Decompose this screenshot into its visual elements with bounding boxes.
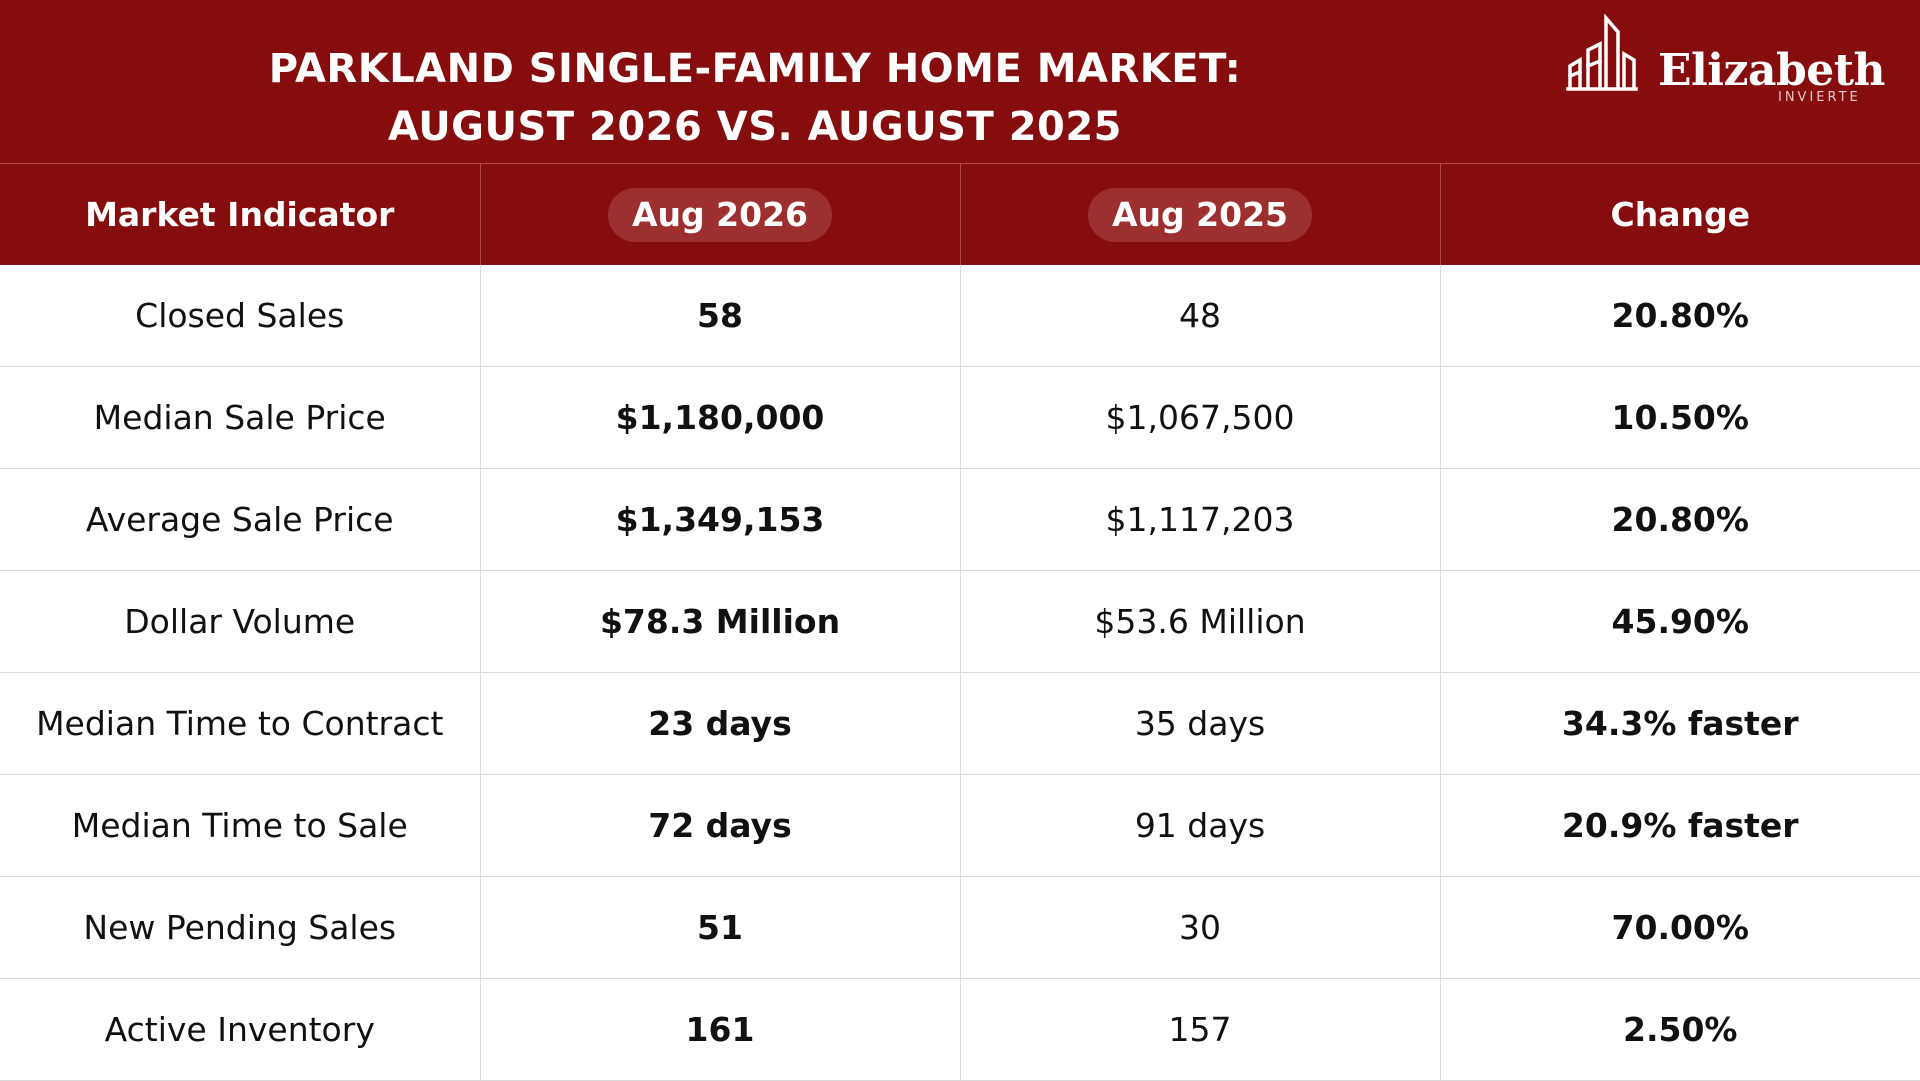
column-header-pill: Aug 2026	[608, 187, 832, 242]
aug-2025-cell: 48	[959, 265, 1440, 367]
indicator-cell: Median Sale Price	[0, 366, 480, 469]
table-row: Average Sale Price $1,349,153 $1,117,203…	[0, 468, 1920, 571]
column-header-pill: Aug 2025	[1088, 187, 1312, 242]
change-cell: 20.9% faster	[1439, 774, 1920, 877]
indicator-cell: Median Time to Sale	[0, 774, 480, 877]
brand-tagline: INVIERTE	[1778, 90, 1861, 105]
buildings-icon	[1566, 14, 1638, 91]
aug-2026-cell: 72 days	[479, 774, 960, 877]
title-banner: PARKLAND SINGLE-FAMILY HOME MARKET: AUGU…	[0, 0, 1920, 163]
market-table: Market Indicator Aug 2026 Aug 2025 Chang…	[0, 163, 1920, 1081]
aug-2026-cell: $78.3 Million	[479, 570, 960, 673]
aug-2025-cell: 30	[959, 876, 1440, 979]
brand-logo: Elizabeth INVIERTE	[1566, 14, 1886, 114]
indicator-cell: New Pending Sales	[0, 876, 480, 979]
change-cell: 45.90%	[1439, 570, 1920, 673]
aug-2026-cell: $1,180,000	[479, 366, 960, 469]
title-line-1: PARKLAND SINGLE-FAMILY HOME MARKET:	[268, 46, 1242, 92]
column-header-label: Market Indicator	[85, 195, 395, 234]
aug-2025-cell: $53.6 Million	[959, 570, 1440, 673]
column-header-aug-2025: Aug 2025	[959, 163, 1440, 265]
column-header-indicator: Market Indicator	[0, 163, 480, 265]
aug-2026-cell: 23 days	[479, 672, 960, 775]
aug-2025-cell: $1,067,500	[959, 366, 1440, 469]
change-cell: 10.50%	[1439, 366, 1920, 469]
column-header-change: Change	[1439, 163, 1920, 265]
table-row: New Pending Sales 51 30 70.00%	[0, 876, 1920, 979]
indicator-cell: Dollar Volume	[0, 570, 480, 673]
table-header-row: Market Indicator Aug 2026 Aug 2025 Chang…	[0, 163, 1920, 265]
aug-2025-cell: 35 days	[959, 672, 1440, 775]
aug-2025-cell: $1,117,203	[959, 468, 1440, 571]
page-title: PARKLAND SINGLE-FAMILY HOME MARKET: AUGU…	[0, 40, 1510, 156]
change-cell: 2.50%	[1439, 978, 1920, 1081]
column-header-label: Change	[1610, 195, 1750, 234]
indicator-cell: Active Inventory	[0, 978, 480, 1081]
change-cell: 20.80%	[1439, 468, 1920, 571]
table-row: Dollar Volume $78.3 Million $53.6 Millio…	[0, 570, 1920, 673]
indicator-cell: Average Sale Price	[0, 468, 480, 571]
title-line-2: AUGUST 2026 VS. AUGUST 2025	[387, 104, 1123, 150]
table-row: Median Time to Contract 23 days 35 days …	[0, 672, 1920, 775]
column-header-aug-2026: Aug 2026	[479, 163, 960, 265]
change-cell: 20.80%	[1439, 265, 1920, 367]
aug-2026-cell: 161	[479, 978, 960, 1081]
change-cell: 70.00%	[1439, 876, 1920, 979]
indicator-cell: Median Time to Contract	[0, 672, 480, 775]
table-row: Median Time to Sale 72 days 91 days 20.9…	[0, 774, 1920, 877]
change-cell: 34.3% faster	[1439, 672, 1920, 775]
brand-name: Elizabeth	[1658, 45, 1886, 96]
aug-2026-cell: 58	[479, 265, 960, 367]
table-row: Closed Sales 58 48 20.80%	[0, 265, 1920, 367]
aug-2025-cell: 91 days	[959, 774, 1440, 877]
table-row: Active Inventory 161 157 2.50%	[0, 978, 1920, 1081]
aug-2026-cell: 51	[479, 876, 960, 979]
table-row: Median Sale Price $1,180,000 $1,067,500 …	[0, 366, 1920, 469]
aug-2025-cell: 157	[959, 978, 1440, 1081]
aug-2026-cell: $1,349,153	[479, 468, 960, 571]
indicator-cell: Closed Sales	[0, 265, 480, 367]
